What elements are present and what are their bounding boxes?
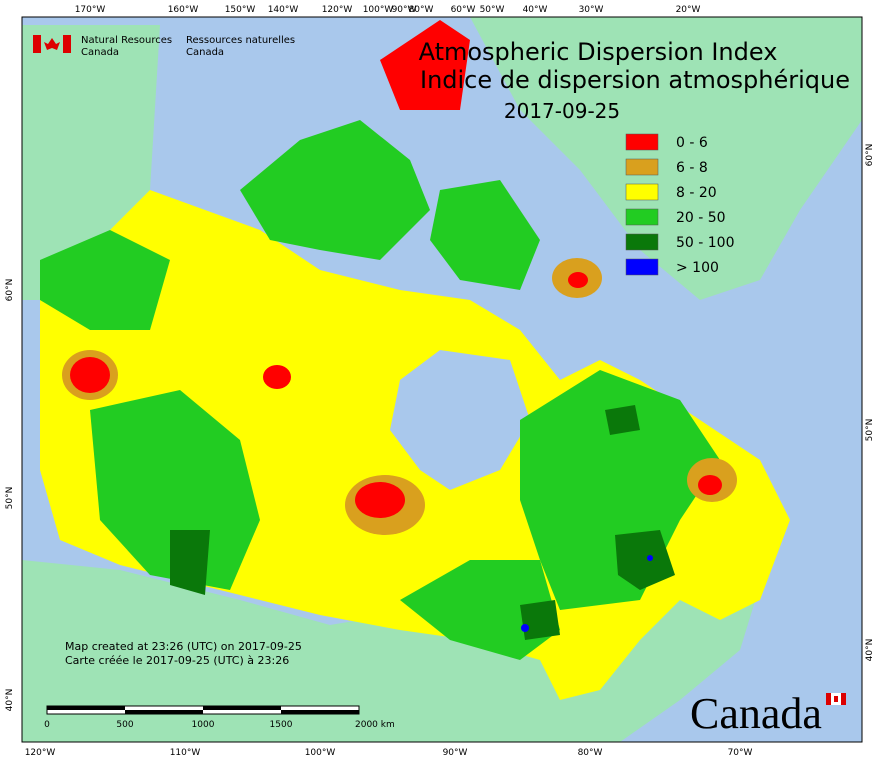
scale-segment — [281, 710, 359, 714]
graticule-label: 60°N — [865, 144, 875, 167]
graticule-label: 110°W — [170, 748, 201, 758]
scale-label: 500 — [116, 720, 133, 730]
red-zone — [568, 272, 588, 288]
flag-bar — [841, 693, 846, 705]
graticule-label: 100°W — [305, 748, 336, 758]
scale-segment — [203, 706, 281, 710]
arctic-islands — [240, 120, 430, 260]
blue-spot — [647, 555, 653, 561]
greenland-land — [470, 17, 862, 300]
graticule-label: 80°W — [409, 5, 434, 15]
graticule-label: 50°N — [865, 419, 875, 442]
dark-green-zone — [170, 530, 210, 595]
scale-segment — [47, 706, 125, 710]
graticule-label: 50°N — [5, 487, 15, 510]
red-zone — [263, 365, 291, 389]
graticule-label: 140°W — [268, 5, 299, 15]
graticule-label: 60°N — [5, 279, 15, 302]
legend-label: 50 - 100 — [676, 235, 735, 251]
scale-label: 2000 km — [355, 720, 395, 730]
creation-note-en: Map created at 23:26 (UTC) on 2017-09-25 — [65, 640, 302, 653]
graticule-label: 90°W — [443, 748, 468, 758]
green-zone — [90, 390, 260, 590]
baffin-island — [430, 180, 540, 290]
legend-swatch — [625, 133, 659, 151]
title-en: Atmospheric Dispersion Index — [419, 38, 778, 66]
graticule-label: 120°W — [322, 5, 353, 15]
scale-label: 1500 — [270, 720, 293, 730]
dark-green-zone — [520, 600, 560, 640]
dark-green-zone — [615, 530, 675, 590]
graticule-label: 100°W — [363, 5, 394, 15]
graticule-label: 120°W — [25, 748, 56, 758]
title-fr: Indice de dispersion atmosphérique — [420, 66, 850, 94]
graticule-label: 20°W — [676, 5, 701, 15]
scale-label: 0 — [44, 720, 50, 730]
graticule-label: 60°W — [451, 5, 476, 15]
graticule-label: 150°W — [225, 5, 256, 15]
scale-segment — [125, 710, 203, 714]
scale-bar — [46, 705, 360, 715]
green-zone — [40, 230, 170, 330]
red-zone — [698, 475, 722, 495]
org-name-en: Natural Resources Canada — [81, 35, 172, 58]
green-zone — [520, 370, 720, 610]
flag-bar — [826, 693, 831, 705]
blue-spot — [521, 624, 529, 632]
ellesmere-red — [380, 20, 470, 110]
legend-swatch — [625, 258, 659, 276]
graticule-label: 160°W — [168, 5, 199, 15]
legend: 0 - 6 6 - 8 8 - 20 20 - 50 50 - 100 > 100 — [625, 133, 735, 276]
graticule-label: 70°W — [728, 748, 753, 758]
graticule-label: 40°W — [523, 5, 548, 15]
green-zone — [400, 560, 560, 660]
red-zone — [355, 482, 405, 518]
flag-bar — [63, 35, 71, 53]
legend-label: 6 - 8 — [676, 160, 708, 176]
maple-leaf — [44, 38, 60, 50]
creation-note-fr: Carte créée le 2017-09-25 (UTC) à 23:26 — [65, 654, 289, 667]
hudson-bay — [390, 350, 530, 490]
map-date: 2017-09-25 — [504, 99, 620, 123]
graticule-label: 90°W — [392, 5, 417, 15]
dark-green-zone — [605, 405, 640, 435]
graticule-label: 50°W — [480, 5, 505, 15]
legend-label: 20 - 50 — [676, 210, 726, 226]
graticule-label: 30°W — [579, 5, 604, 15]
legend-swatch — [625, 158, 659, 176]
org-name-fr: Ressources naturelles Canada — [186, 35, 295, 58]
legend-swatch — [625, 183, 659, 201]
red-zone — [70, 357, 110, 393]
alaska-land — [22, 25, 160, 300]
maple-leaf — [834, 696, 838, 702]
legend-label: 8 - 20 — [676, 185, 717, 201]
flag-bar — [33, 35, 41, 53]
graticule-label: 80°W — [578, 748, 603, 758]
legend-label: 0 - 6 — [676, 135, 708, 151]
legend-swatch — [625, 233, 659, 251]
graticule-label: 170°W — [75, 5, 106, 15]
legend-swatch — [625, 208, 659, 226]
canada-wordmark: Canada — [690, 689, 822, 738]
graticule-label: 40°N — [865, 639, 875, 662]
map-frame — [21, 16, 863, 743]
graticule-label: 40°N — [5, 689, 15, 712]
legend-label: > 100 — [676, 260, 719, 276]
scale-label: 1000 — [192, 720, 215, 730]
